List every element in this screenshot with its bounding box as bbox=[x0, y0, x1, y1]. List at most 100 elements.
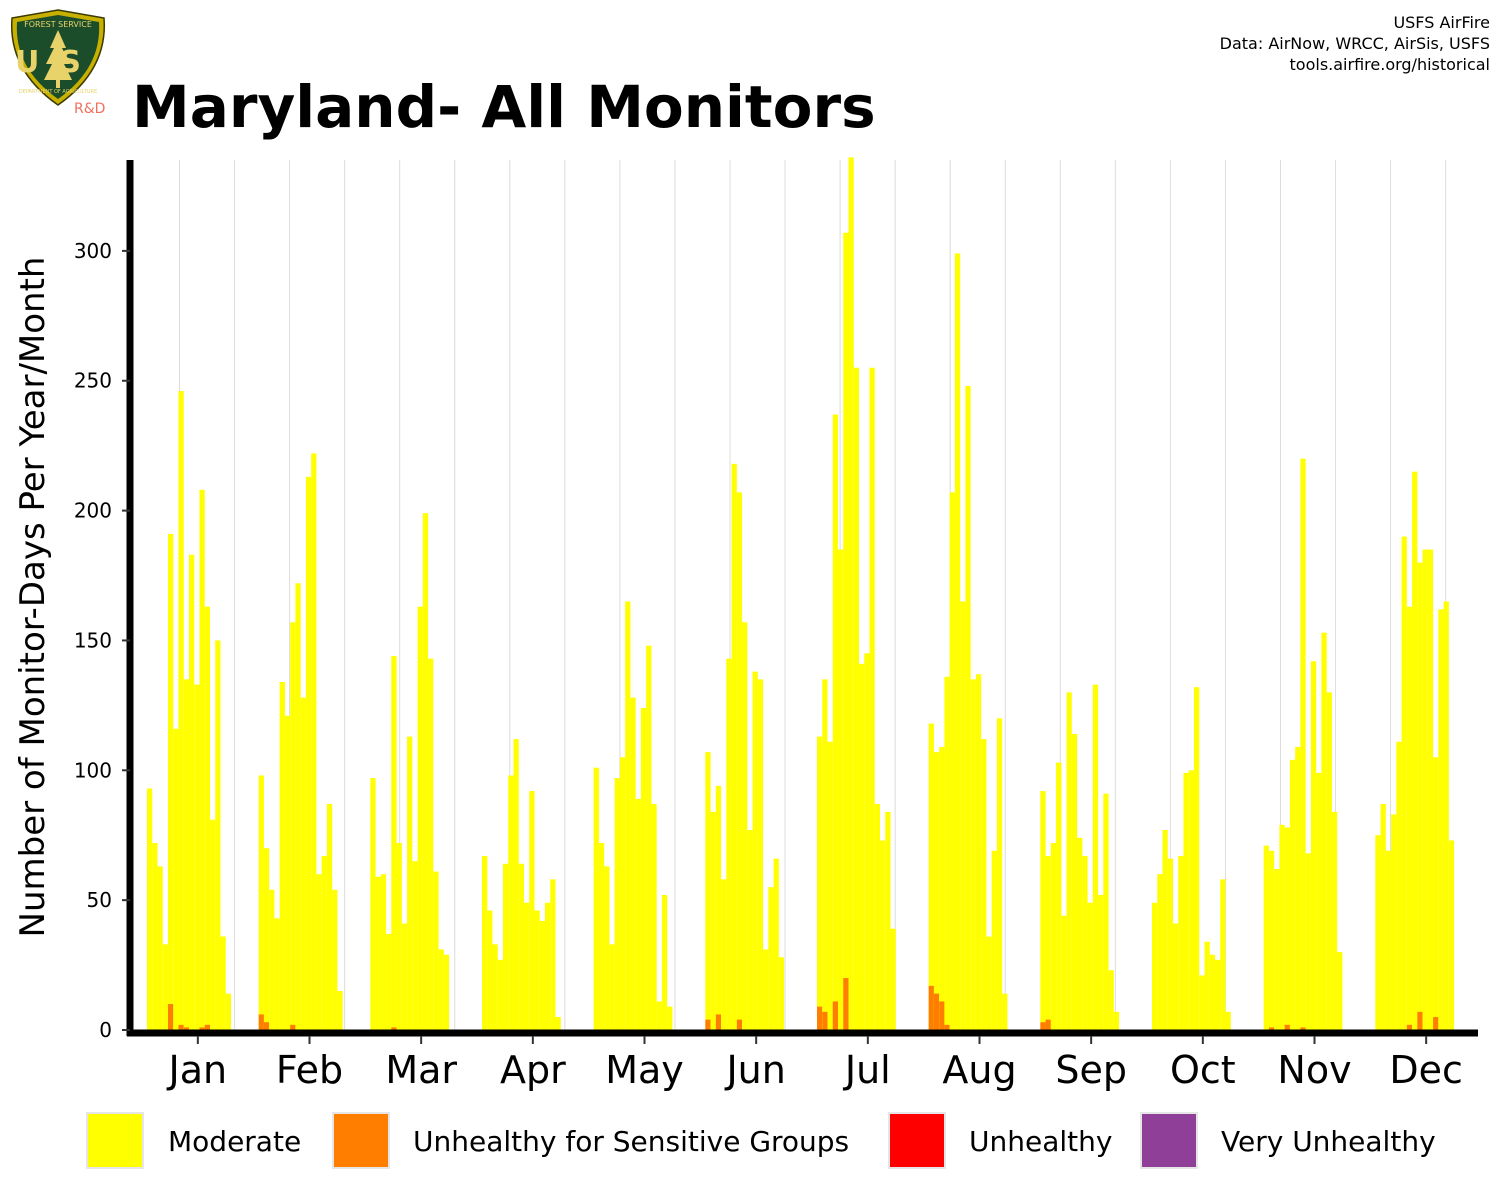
bar-moderate-dec-3 bbox=[1385, 850, 1392, 1030]
x-tick-label-jan: Jan bbox=[167, 1048, 228, 1092]
bar-moderate-sep-11 bbox=[1092, 684, 1099, 1030]
bar-unhealthy-for-sensitive-groups-aug-4 bbox=[944, 1024, 950, 1030]
bar-unhealthy-for-sensitive-groups-jan-12 bbox=[204, 1024, 210, 1030]
bar-moderate-jan-5 bbox=[168, 533, 174, 1030]
bar-moderate-feb-16 bbox=[337, 991, 343, 1030]
bar-moderate-sep-3 bbox=[1050, 843, 1057, 1030]
bar-moderate-nov-2 bbox=[1268, 850, 1275, 1030]
source-line-2: Data: AirNow, WRCC, AirSis, USFS bbox=[1220, 34, 1490, 53]
bar-moderate-sep-5 bbox=[1061, 915, 1067, 1030]
bar-moderate-nov-13 bbox=[1326, 692, 1332, 1030]
bar-moderate-nov-12 bbox=[1321, 632, 1327, 1030]
bar-unhealthy-for-sensitive-groups-jun-3 bbox=[715, 1014, 722, 1030]
bar-unhealthy-for-sensitive-groups-jan-8 bbox=[183, 1027, 189, 1030]
bar-moderate-apr-5 bbox=[503, 863, 509, 1030]
bar-moderate-jul-2 bbox=[822, 679, 828, 1030]
bar-moderate-apr-2 bbox=[487, 910, 493, 1030]
bar-moderate-jul-15 bbox=[890, 928, 896, 1030]
bar-moderate-feb-10 bbox=[305, 476, 312, 1031]
bar-moderate-aug-13 bbox=[991, 850, 997, 1030]
bar-moderate-dec-14 bbox=[1443, 601, 1449, 1030]
bar-moderate-may-6 bbox=[619, 757, 626, 1030]
bar-moderate-dec-8 bbox=[1412, 471, 1418, 1030]
bar-moderate-nov-1 bbox=[1263, 845, 1269, 1030]
bar-moderate-feb-5 bbox=[279, 682, 285, 1030]
bar-moderate-jun-11 bbox=[757, 679, 764, 1030]
bar-moderate-mar-13 bbox=[433, 871, 439, 1030]
bar-moderate-dec-1 bbox=[1375, 835, 1381, 1030]
bar-moderate-jun-12 bbox=[763, 949, 769, 1030]
bar-moderate-aug-8 bbox=[965, 385, 971, 1030]
bar-unhealthy-for-sensitive-groups-nov-2 bbox=[1268, 1027, 1275, 1030]
legend-swatch-very-unhealthy bbox=[1140, 1112, 1198, 1169]
bar-moderate-jun-7 bbox=[736, 492, 743, 1030]
legend-label-unhealthy-for-sensitive-groups: Unhealthy for Sensitive Groups bbox=[413, 1125, 849, 1158]
bar-unhealthy-for-sensitive-groups-feb-1 bbox=[258, 1014, 264, 1030]
bar-moderate-dec-7 bbox=[1406, 606, 1413, 1030]
usfs-logo: FOREST SERVICE US DEPARTMENT OF AGRICULT… bbox=[10, 9, 106, 106]
bar-moderate-jan-12 bbox=[204, 606, 210, 1030]
bar-unhealthy-for-sensitive-groups-feb-7 bbox=[290, 1024, 296, 1030]
bar-moderate-aug-15 bbox=[1002, 993, 1008, 1030]
bar-moderate-jan-14 bbox=[215, 640, 221, 1030]
bar-moderate-oct-1 bbox=[1152, 902, 1158, 1030]
bar-moderate-jul-12 bbox=[874, 804, 880, 1030]
bar-moderate-aug-12 bbox=[986, 936, 992, 1030]
bar-moderate-sep-4 bbox=[1056, 762, 1062, 1030]
bar-moderate-jul-3 bbox=[827, 741, 833, 1030]
bar-moderate-sep-12 bbox=[1098, 894, 1104, 1030]
bar-moderate-aug-6 bbox=[954, 253, 961, 1031]
legend-swatch-moderate bbox=[86, 1112, 144, 1169]
bar-moderate-apr-10 bbox=[529, 791, 535, 1030]
y-ticks: 0 50 100 150 200 250 300 bbox=[74, 239, 130, 1042]
bar-moderate-oct-4 bbox=[1167, 858, 1173, 1030]
bar-moderate-nov-15 bbox=[1337, 952, 1343, 1030]
legend-label-unhealthy: Unhealthy bbox=[969, 1125, 1112, 1158]
x-tick-label-jun: Jun bbox=[724, 1048, 785, 1092]
bar-moderate-jan-4 bbox=[162, 944, 168, 1030]
bar-moderate-apr-6 bbox=[508, 775, 514, 1030]
bar-moderate-oct-15 bbox=[1225, 1011, 1231, 1030]
bar-moderate-may-15 bbox=[667, 1006, 673, 1030]
bar-moderate-apr-12 bbox=[539, 920, 545, 1030]
bar-unhealthy-for-sensitive-groups-jul-6 bbox=[843, 978, 849, 1030]
bar-unhealthy-for-sensitive-groups-sep-1 bbox=[1040, 1022, 1046, 1030]
bar-moderate-sep-1 bbox=[1040, 791, 1046, 1030]
bar-moderate-may-12 bbox=[651, 804, 657, 1030]
bar-unhealthy-for-sensitive-groups-jan-5 bbox=[168, 1004, 174, 1030]
bar-unhealthy-for-sensitive-groups-sep-2 bbox=[1045, 1019, 1051, 1030]
y-tick-label: 0 bbox=[99, 1018, 112, 1042]
bar-moderate-oct-2 bbox=[1157, 874, 1163, 1030]
bar-moderate-may-13 bbox=[656, 1001, 662, 1030]
bar-moderate-sep-14 bbox=[1108, 970, 1114, 1030]
bar-moderate-mar-6 bbox=[396, 843, 402, 1030]
bar-moderate-feb-15 bbox=[332, 889, 338, 1030]
bar-moderate-feb-4 bbox=[274, 918, 280, 1030]
bar-moderate-jan-8 bbox=[183, 679, 189, 1030]
bar-moderate-may-9 bbox=[635, 798, 641, 1030]
source-line-3: tools.airfire.org/historical bbox=[1290, 55, 1490, 74]
bar-moderate-mar-14 bbox=[438, 949, 444, 1030]
bar-moderate-nov-9 bbox=[1305, 853, 1311, 1030]
bar-moderate-jul-11 bbox=[869, 367, 875, 1030]
bar-moderate-apr-11 bbox=[534, 910, 540, 1030]
bar-moderate-may-5 bbox=[614, 778, 620, 1030]
bar-unhealthy-for-sensitive-groups-jun-1 bbox=[705, 1019, 711, 1030]
y-tick-label: 100 bbox=[74, 758, 112, 782]
bar-moderate-aug-7 bbox=[960, 601, 966, 1030]
bar-moderate-jun-1 bbox=[705, 752, 711, 1030]
bar-moderate-jan-3 bbox=[157, 866, 163, 1030]
bar-moderate-jun-8 bbox=[742, 622, 748, 1030]
axes bbox=[126, 160, 1478, 1037]
y-axis-label: Number of Monitor-Days Per Year/Month bbox=[13, 257, 53, 938]
y-tick-label: 250 bbox=[74, 369, 112, 393]
bar-moderate-jul-13 bbox=[880, 840, 886, 1030]
bar-moderate-jan-2 bbox=[152, 843, 158, 1030]
bar-moderate-apr-15 bbox=[555, 1017, 561, 1030]
bar-unhealthy-for-sensitive-groups-aug-3 bbox=[939, 1001, 945, 1030]
bar-moderate-aug-4 bbox=[944, 676, 950, 1030]
bar-moderate-oct-12 bbox=[1209, 954, 1215, 1030]
bar-unhealthy-for-sensitive-groups-dec-12 bbox=[1433, 1017, 1439, 1030]
bar-moderate-jun-4 bbox=[721, 879, 727, 1030]
